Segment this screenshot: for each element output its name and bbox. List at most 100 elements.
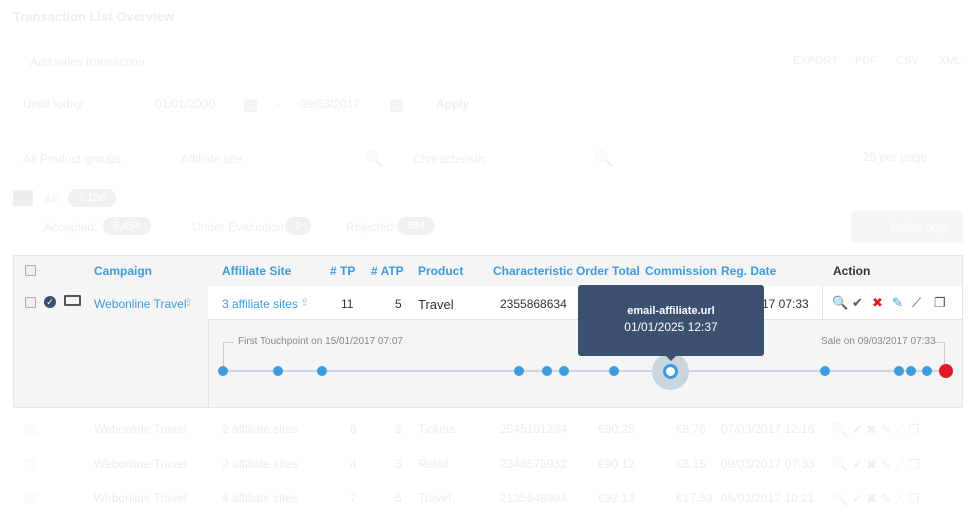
paths-only-button[interactable]: Paths only: [851, 211, 963, 243]
first-touch-connector: [223, 342, 233, 370]
cell-tp: 7: [350, 491, 357, 505]
touchpoint-dot[interactable]: [820, 366, 830, 376]
folder-icon: [13, 190, 33, 206]
share-icon[interactable]: ⇪: [300, 297, 310, 309]
selected-touchpoint[interactable]: [663, 364, 678, 379]
cell-product: Tickets: [418, 422, 456, 436]
apply-button[interactable]: Apply: [436, 97, 470, 111]
atp-value: 5: [395, 297, 402, 311]
divider: [208, 320, 209, 407]
from-date-input[interactable]: 01/01/2000: [155, 97, 216, 111]
affiliate-sites-link[interactable]: 3 affiliate sites: [222, 297, 298, 311]
desktop-icon: [64, 295, 81, 306]
header-campaign[interactable]: Campaign: [94, 264, 153, 278]
cell-campaign[interactable]: Webonline Travel: [94, 456, 187, 471]
xml-button[interactable]: XML: [939, 55, 962, 67]
header-commission[interactable]: Commission: [645, 264, 718, 278]
product-groups-select[interactable]: All Product groups: [23, 152, 122, 166]
touchpoint-dot[interactable]: [906, 366, 916, 376]
cell-order_total: €90.25: [598, 422, 635, 436]
campaign-link[interactable]: Webonline Travel: [94, 297, 187, 311]
tp-value: 11: [341, 297, 354, 311]
select-all-checkbox[interactable]: [25, 265, 36, 276]
cell-affiliate[interactable]: 2 affiliate sites: [222, 422, 298, 436]
pdf-button[interactable]: PDF: [855, 55, 877, 67]
tooltip-date: 01/01/2025 12:37: [624, 320, 718, 334]
row-checkbox[interactable]: [25, 458, 36, 470]
search-icon[interactable]: 🔍: [364, 151, 384, 168]
action-icons[interactable]: 🔍 ✔ ✖ ✎ ⟋ ❐: [832, 456, 920, 472]
touchpoint-dot[interactable]: [559, 366, 569, 376]
cell-commission: €8.15: [676, 456, 707, 471]
cell-commission: €8.76: [676, 422, 707, 436]
path-icon[interactable]: ⟋: [912, 295, 922, 310]
first-touchpoint-label: First Touchpoint on 15/01/2017 07:07: [238, 336, 403, 347]
share-icon[interactable]: ⇪: [184, 297, 194, 309]
sale-label: Sale on 09/03/2017 07:33: [821, 336, 936, 347]
action-icons[interactable]: 🔍 ✔ ✖ ✎ ⟋ ❐: [832, 422, 920, 437]
cell-tp: 6: [350, 422, 357, 436]
search-icon[interactable]: 🔍: [594, 151, 614, 168]
row-checkbox[interactable]: [25, 424, 36, 435]
touchpoint-dot[interactable]: [317, 366, 327, 376]
header-action: Action: [833, 264, 871, 278]
touchpoint-dot[interactable]: [514, 366, 524, 376]
edit-icon[interactable]: ✎: [892, 295, 903, 310]
page-title: Transaction List Overview: [13, 9, 175, 24]
row-checkbox[interactable]: [25, 297, 36, 308]
touchpoint-dot[interactable]: [273, 366, 283, 376]
approve-icon[interactable]: ✔: [852, 295, 863, 310]
calendar-icon[interactable]: ▦: [243, 97, 259, 114]
date-separator: -: [276, 97, 280, 111]
touchpoint-dot[interactable]: [894, 366, 904, 376]
touchpoint-dot[interactable]: [218, 366, 228, 376]
status-all-label[interactable]: All:: [44, 192, 61, 206]
status-rejected-count: 684: [397, 217, 436, 235]
touchpoint-dot[interactable]: [922, 366, 932, 376]
header-affiliate[interactable]: Affiliate Site: [222, 264, 292, 278]
per-page-select[interactable]: 25 per page: [863, 150, 928, 164]
csv-button[interactable]: CSV: [896, 55, 919, 67]
export-label: EXPORT: [793, 55, 839, 67]
row-checkbox[interactable]: [25, 493, 36, 504]
cell-affiliate[interactable]: 2 affiliate sites: [222, 456, 298, 471]
characteristic-input[interactable]: Characteristic: [413, 152, 487, 166]
cell-commission: €17.53: [676, 491, 713, 505]
status-accepted-count: 6,454: [103, 217, 151, 235]
transactions-table: [13, 255, 963, 408]
cell-campaign[interactable]: Webonline Travel: [94, 422, 187, 436]
reject-icon[interactable]: ✖: [872, 295, 883, 310]
characteristic-value: 2355868634: [500, 297, 567, 311]
action-cell: [822, 286, 962, 320]
action-icons[interactable]: 🔍 ✔ ✖ ✎ ⟋ ❐: [832, 491, 920, 506]
cell-product: Travel: [418, 491, 451, 505]
header-atp[interactable]: # ATP: [371, 264, 404, 278]
affiliate-site-input[interactable]: Affiliate site: [181, 152, 243, 166]
range-select[interactable]: Untill today: [23, 97, 83, 111]
accepted-check-icon: ✓: [44, 296, 56, 308]
status-rejected-label[interactable]: Rejected:: [346, 220, 397, 234]
timeline-line: [223, 370, 945, 372]
copy-icon[interactable]: ❐: [934, 295, 946, 310]
cell-affiliate[interactable]: 4 affiliate sites: [222, 491, 298, 505]
add-sales-transaction-button[interactable]: Add sales transaction: [30, 55, 145, 69]
cell-characteristic: 2135648994: [500, 491, 567, 505]
to-date-input[interactable]: 09/03/2017: [300, 97, 361, 111]
cell-campaign[interactable]: Webonline Travel: [94, 491, 187, 505]
touchpoint-dot[interactable]: [542, 366, 552, 376]
header-reg-date[interactable]: Reg. Date: [721, 264, 777, 278]
status-all-count: 7,138: [68, 189, 116, 207]
header-product[interactable]: Product: [418, 264, 464, 278]
touchpoint-dot[interactable]: [609, 366, 619, 376]
cell-atp: 5: [395, 491, 402, 505]
status-accepted-label[interactable]: Accepted:: [44, 220, 98, 234]
cell-atp: 2: [395, 422, 402, 436]
status-eval-label[interactable]: Under Evaluation:: [192, 220, 288, 234]
header-tp[interactable]: # TP: [330, 264, 356, 278]
header-order-total[interactable]: Order Total: [576, 264, 640, 278]
calendar-icon[interactable]: ▦: [389, 97, 405, 114]
header-characteristic[interactable]: Characteristic: [493, 264, 574, 278]
sale-point[interactable]: [939, 364, 953, 378]
cell-product: Retail: [418, 456, 449, 471]
view-icon[interactable]: 🔍: [832, 295, 849, 310]
